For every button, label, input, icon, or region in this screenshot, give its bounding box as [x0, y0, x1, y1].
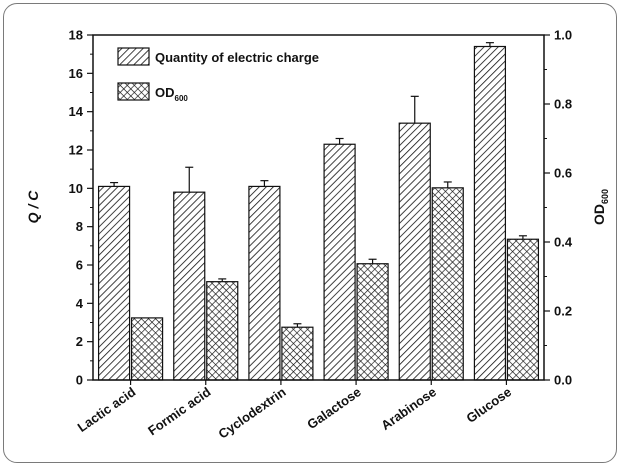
legend-label-od600: OD600 [155, 85, 188, 103]
legend-label-od600-main: OD [155, 85, 175, 100]
y-axis-right-title: OD600 [591, 189, 610, 225]
x-tick-label: Arabinose [378, 384, 439, 433]
legend-label-charge: Quantity of electric charge [155, 50, 319, 65]
y-left-tick-label: 16 [69, 66, 83, 81]
y-left-tick-label: 14 [69, 104, 84, 119]
y-left-tick-label: 0 [76, 373, 83, 388]
bar-charge [323, 143, 356, 381]
y-right-tick-label: 1.0 [554, 28, 572, 43]
bar-od600 [356, 263, 389, 381]
y-left-tick-label: 12 [69, 143, 83, 158]
bar-od600 [206, 281, 239, 381]
legend-swatch-od600 [117, 82, 150, 101]
y-axis-left-title: Q / C [25, 190, 41, 224]
y-left-tick-label: 18 [69, 28, 83, 43]
x-tick-label: Lactic acid [75, 384, 139, 435]
bar-charge [97, 185, 131, 381]
bar-charge [248, 185, 281, 381]
y-right-tick-label: 0.2 [554, 304, 572, 319]
x-tick-label: Cyclodextrin [216, 384, 289, 441]
y-axis-right-title-text: OD [591, 204, 607, 225]
bar-charge [173, 191, 206, 381]
y-left-tick-label: 2 [76, 334, 83, 349]
y-right-tick-label: 0.6 [554, 166, 572, 181]
x-tick-label: Formic acid [145, 384, 213, 438]
legend-label-od600-subscript: 600 [175, 94, 189, 103]
x-tick-label: Glucose [464, 384, 515, 426]
y-axis-left-title-text: Q / C [25, 190, 41, 224]
y-left-tick-label: 10 [69, 181, 83, 196]
error-bars-group [110, 42, 527, 328]
y-right-tick-label: 0.0 [554, 373, 572, 388]
bar-od600 [130, 317, 164, 381]
legend: Quantity of electric charge OD600 [117, 47, 319, 103]
bar-charge [398, 122, 431, 381]
bar-od600 [281, 326, 314, 381]
x-tick-label: Galactose [304, 384, 364, 432]
bar-od600 [431, 187, 464, 381]
legend-swatch-charge [117, 47, 150, 66]
y-axis-right-title-subscript: 600 [600, 189, 610, 204]
y-left-tick-label: 4 [76, 296, 84, 311]
y-left-tick-label: 6 [76, 258, 83, 273]
y-right-tick-label: 0.8 [554, 97, 572, 112]
y-right-tick-label: 0.4 [554, 235, 573, 250]
bar-charge [473, 45, 507, 381]
y-left-tick-label: 8 [76, 219, 83, 234]
bar-od600 [506, 238, 540, 381]
